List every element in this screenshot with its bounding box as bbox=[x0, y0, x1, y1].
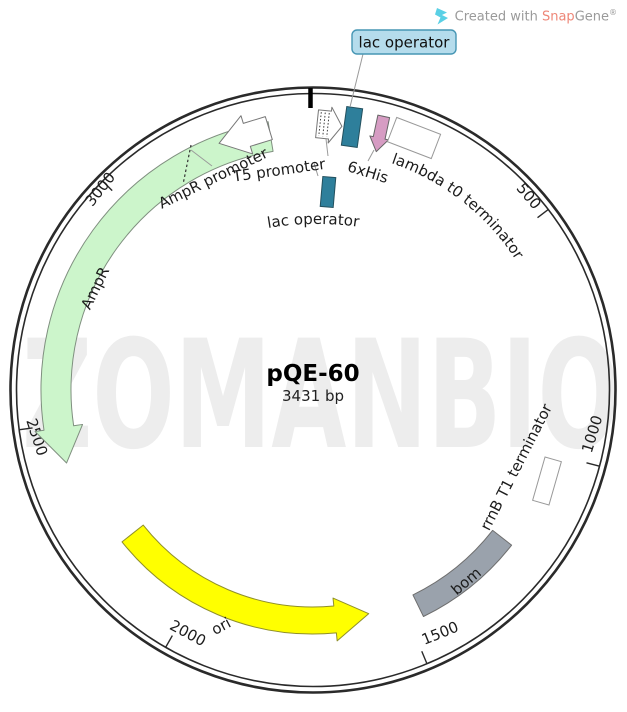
brand-snap: Snap bbox=[541, 9, 575, 25]
credit-text: Created with SnapGene® bbox=[454, 8, 617, 25]
backbone-inner-circle bbox=[15, 92, 611, 688]
curved-label-lac-operator: lac operator bbox=[266, 210, 361, 232]
lac-operator-callout-label: lac operator bbox=[359, 33, 451, 51]
registered-mark: ® bbox=[609, 8, 617, 18]
leader-line-2 bbox=[313, 162, 319, 177]
tick-1000 bbox=[586, 462, 600, 467]
feature-ori bbox=[121, 524, 370, 642]
leader-line-0 bbox=[349, 53, 364, 108]
snapgene-logo-icon bbox=[434, 8, 448, 25]
leader-line-1 bbox=[325, 138, 329, 157]
brand-gene: Gene bbox=[574, 9, 609, 25]
ampr-promoter-boundary-dotted-line bbox=[182, 144, 192, 183]
plasmid-name: pQE-60 bbox=[266, 361, 359, 387]
tick-1500 bbox=[421, 650, 428, 664]
glyph-ampr-promoter-arrow bbox=[218, 115, 273, 155]
lac-operator-callout-box bbox=[351, 29, 457, 55]
watermark-text: ZOMANBIO bbox=[22, 309, 620, 483]
tick-label-500: 500 bbox=[513, 179, 545, 213]
credit-line: Created with SnapGene® bbox=[434, 8, 617, 25]
tick-2000 bbox=[165, 635, 173, 648]
backbone-outer-circle bbox=[9, 86, 617, 694]
label-6xhis: 6xHis bbox=[345, 158, 390, 187]
tick-label-2000: 2000 bbox=[167, 616, 209, 650]
feature-ampr bbox=[34, 121, 274, 464]
glyph-lac-operator-box-2 bbox=[319, 175, 337, 209]
glyph-lac-operator-box-1 bbox=[340, 106, 364, 148]
leader-line-4 bbox=[190, 149, 213, 167]
leader-line-3 bbox=[367, 149, 375, 162]
feature-bom bbox=[412, 529, 513, 617]
tick-label-1500: 1500 bbox=[419, 618, 461, 649]
tick-3000 bbox=[102, 180, 113, 192]
tick-2500 bbox=[19, 427, 33, 431]
glyph-t5-promoter-arrow bbox=[315, 106, 343, 144]
glyph-lambda-t0-terminator-box bbox=[386, 116, 442, 160]
glyph-rrnb-t1-terminator-box bbox=[532, 456, 562, 506]
plasmid-size: 3431 bp bbox=[282, 387, 344, 405]
glyph-6xhis-arrow bbox=[369, 114, 391, 153]
tick-500 bbox=[537, 209, 549, 219]
